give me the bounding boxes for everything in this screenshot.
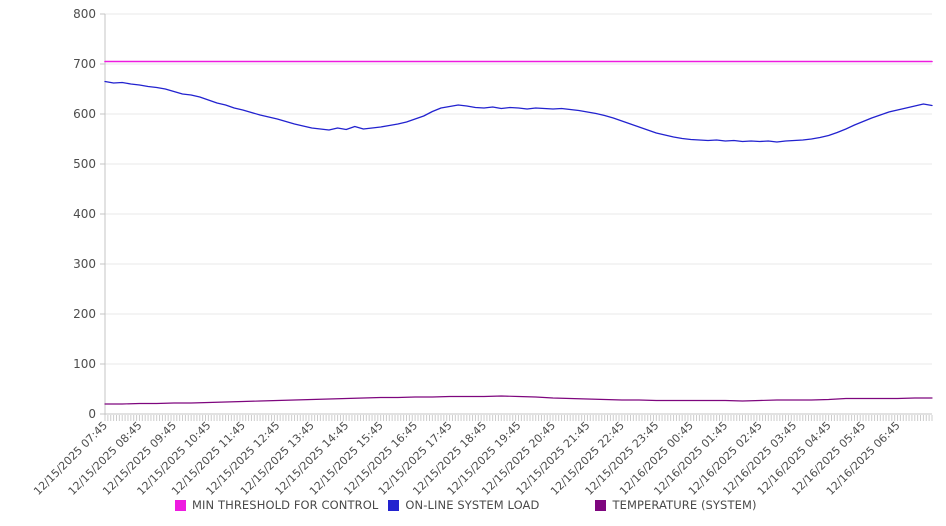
y-tick-label: 500 xyxy=(73,157,96,171)
y-tick-label: 700 xyxy=(73,57,96,71)
series-on-line-system-load xyxy=(104,80,933,143)
y-tick-label: 100 xyxy=(73,357,96,371)
y-tick-label: 0 xyxy=(88,407,96,421)
legend-swatch-purple xyxy=(595,499,607,511)
legend-label: TEMPERATURE (SYSTEM) xyxy=(612,498,757,512)
y-tick-label: 600 xyxy=(73,107,96,121)
series-temperature-system xyxy=(104,395,933,405)
y-tick-label: 400 xyxy=(73,207,96,221)
legend-label: ON-LINE SYSTEM LOAD xyxy=(405,498,540,512)
legend-swatch-magenta xyxy=(175,499,186,511)
y-tick-label: 300 xyxy=(73,257,96,271)
chart-legend: MIN THRESHOLD FOR CONTROL ON-LINE SYSTEM… xyxy=(175,497,767,513)
legend-swatch-blue xyxy=(388,499,400,511)
y-tick-label: 800 xyxy=(73,7,96,21)
legend-item-min-threshold[interactable]: MIN THRESHOLD FOR CONTROL xyxy=(175,498,378,512)
legend-item-online-system-load[interactable]: ON-LINE SYSTEM LOAD xyxy=(388,498,539,512)
y-tick-label: 200 xyxy=(73,307,96,321)
legend-label: MIN THRESHOLD FOR CONTROL xyxy=(192,498,379,512)
legend-item-temperature[interactable]: TEMPERATURE (SYSTEM) xyxy=(595,498,756,512)
